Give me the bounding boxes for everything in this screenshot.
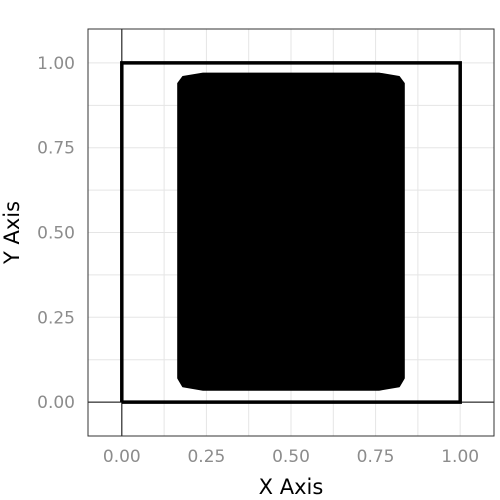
outer-square xyxy=(120,61,462,404)
y-tick-label: 0.00 xyxy=(37,393,75,413)
x-axis-title: X Axis xyxy=(259,475,324,499)
y-axis-title: Y Axis xyxy=(0,201,24,265)
y-tick-label: 0.25 xyxy=(37,308,75,328)
x-tick-label: 0.50 xyxy=(272,447,310,467)
panel-border xyxy=(87,28,495,437)
x-tick-label: 1.00 xyxy=(441,447,479,467)
x-tick-label: 0.25 xyxy=(187,447,225,467)
x-tick-label: 0.00 xyxy=(103,447,141,467)
rounded-rectangle xyxy=(177,72,405,391)
x-tick-label: 0.75 xyxy=(357,447,395,467)
tick-labels: 0.00 0.25 0.50 0.75 1.00 0.00 0.25 0.50 0.75 1.00 xyxy=(37,54,479,467)
y-tick-label: 0.75 xyxy=(37,139,75,159)
y-tick-label: 0.50 xyxy=(37,224,75,244)
y-tick-label: 1.00 xyxy=(37,54,75,74)
shapes xyxy=(120,61,462,404)
